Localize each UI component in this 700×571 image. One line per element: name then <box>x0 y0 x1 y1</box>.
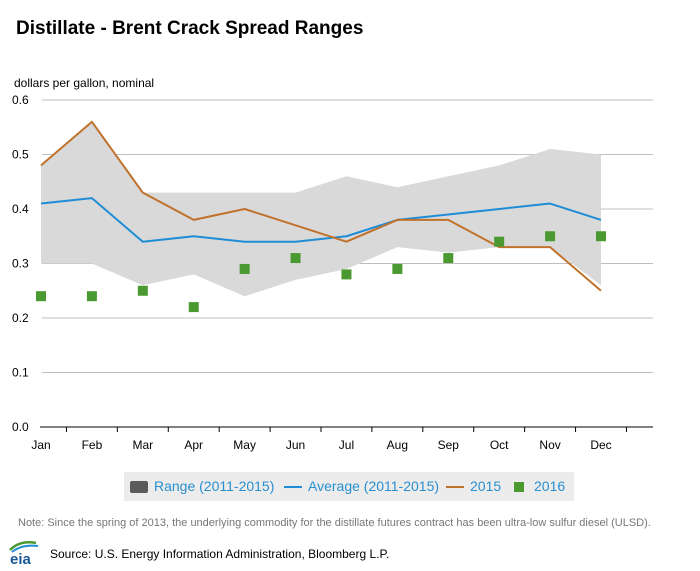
data-point-2016 <box>545 231 556 242</box>
legend-2015-label: 2015 <box>470 478 502 494</box>
data-point-2016 <box>392 263 403 274</box>
legend-average-label: Average (2011-2015) <box>308 478 440 494</box>
x-tick-label: Mar <box>132 438 153 452</box>
series-line-2015 <box>40 120 602 292</box>
x-tick-label: Jun <box>286 438 305 452</box>
eia-logo-text: eia <box>10 551 32 566</box>
chart-note: Note: Since the spring of 2013, the unde… <box>18 517 651 529</box>
eia-logo-icon: eia <box>9 541 39 566</box>
data-point-2016 <box>494 236 505 247</box>
series-line-average-2011-2015 <box>40 197 602 243</box>
y-tick-label: 0.5 <box>12 148 29 162</box>
data-point-2016 <box>36 291 46 302</box>
legend-range-label: Range (2011-2015) <box>154 478 275 494</box>
y-tick-label: 0.2 <box>12 311 29 325</box>
data-point-2016 <box>443 253 454 264</box>
x-tick-label: Apr <box>184 438 203 452</box>
legend-2016-label: 2016 <box>534 478 566 494</box>
y-tick-label: 0.4 <box>12 202 29 216</box>
legend-average-swatch <box>284 486 302 488</box>
y-axis-label: dollars per gallon, nominal <box>14 76 155 90</box>
legend-2016-swatch <box>514 482 524 492</box>
data-point-2016 <box>341 269 352 280</box>
x-tick-label: Feb <box>82 438 103 452</box>
data-point-2016 <box>596 231 606 242</box>
chart-plot: 0.0 0.1 0.2 0.3 0.4 0.5 0.6 Jan Feb Mar Apr May Jun J… <box>12 93 653 452</box>
x-tick-label: Jul <box>339 438 354 452</box>
x-tick-label: Jan <box>31 438 50 452</box>
y-tick-label: 0.3 <box>12 257 29 271</box>
legend: Range (2011-2015) Average (2011-2015) 20… <box>124 472 574 501</box>
x-tick-label: May <box>233 438 256 452</box>
y-tick-label: 0.1 <box>12 366 29 380</box>
data-point-2016 <box>188 302 199 313</box>
y-tick-label: 0.0 <box>12 420 29 434</box>
x-tick-label: Aug <box>387 438 408 452</box>
range-band <box>41 121 601 297</box>
data-point-2016 <box>137 285 148 296</box>
source-text: Source: U.S. Energy Information Administ… <box>50 547 390 561</box>
data-point-2016 <box>86 291 97 302</box>
y-tick-label: 0.6 <box>12 93 29 107</box>
x-tick-label: Dec <box>590 438 611 452</box>
x-tick-label: Oct <box>490 438 509 452</box>
data-point-2016 <box>239 263 250 274</box>
x-tick-label: Nov <box>539 438 560 452</box>
chart-title: Distillate - Brent Crack Spread Ranges <box>16 18 364 39</box>
legend-2015-swatch <box>446 486 464 488</box>
data-point-2016 <box>290 253 301 264</box>
x-tick-label: Sep <box>438 438 460 452</box>
legend-range-swatch <box>130 481 148 493</box>
